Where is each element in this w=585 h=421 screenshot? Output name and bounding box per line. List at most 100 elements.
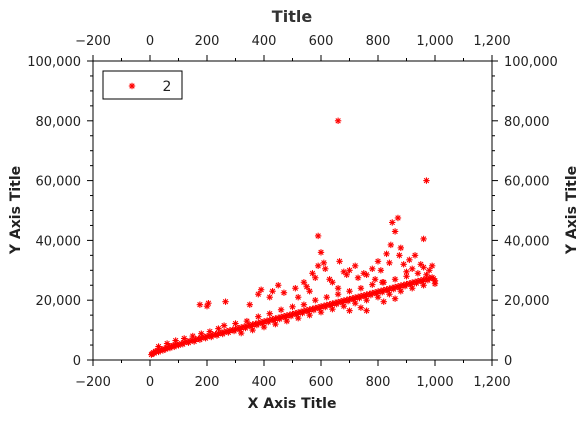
data-point (397, 244, 404, 252)
x-tick-label-top: 400 (252, 34, 277, 49)
data-point (431, 280, 439, 287)
data-point (196, 301, 204, 308)
data-point (266, 310, 273, 317)
x-tick-label-top: 200 (195, 34, 220, 49)
data-point (374, 294, 382, 301)
data-point (255, 313, 262, 320)
x-tick-label-top: 800 (366, 34, 391, 49)
data-point (292, 285, 299, 292)
x-tick-label-bottom: 200 (195, 375, 220, 390)
data-point (172, 337, 179, 344)
y-tick-label-left: 60,000 (36, 175, 82, 190)
data-point (260, 323, 268, 331)
data-point (336, 258, 343, 265)
data-point (277, 306, 285, 313)
data-point (280, 289, 288, 296)
data-point (317, 308, 325, 316)
x-tick-label-bottom: 600 (309, 375, 334, 390)
data-point (300, 301, 308, 308)
data-point (423, 271, 430, 278)
data-point (215, 325, 222, 332)
data-point (329, 305, 336, 313)
axis-tick-labels: −200−200002002004004006006008008001,0001… (27, 34, 558, 390)
data-point (312, 297, 319, 304)
data-point (420, 235, 427, 243)
data-point (428, 262, 436, 270)
data-point (163, 340, 171, 347)
legend-entry-label: 2 (163, 79, 172, 95)
data-point (346, 267, 353, 274)
data-point (205, 299, 212, 307)
data-point (255, 291, 262, 298)
data-point (391, 276, 399, 283)
legend-box (102, 70, 183, 100)
data-point (189, 332, 196, 340)
data-point (417, 261, 424, 268)
data-point (363, 271, 370, 278)
data-point (198, 330, 205, 337)
y-tick-label-left: 40,000 (36, 234, 82, 249)
data-point (363, 297, 370, 304)
data-point (409, 265, 416, 273)
y-tick-label-right: 40,000 (504, 234, 550, 249)
data-point (386, 291, 393, 298)
data-point (414, 270, 422, 277)
x-tick-label-top: 600 (309, 34, 334, 49)
data-point (352, 299, 359, 307)
data-point (243, 317, 251, 325)
y-axis-title-left: Y Axis Title (8, 166, 24, 255)
y-tick-label-left: 0 (73, 354, 81, 369)
data-point (369, 281, 376, 288)
data-point (295, 309, 302, 316)
data-point (155, 343, 162, 350)
data-point (206, 328, 214, 335)
data-point (387, 241, 395, 249)
data-point (181, 335, 188, 342)
data-point (354, 274, 362, 281)
x-tick-label-bottom: 1,200 (473, 375, 510, 390)
data-point (246, 301, 253, 308)
y-axis-title-right: Y Axis Title (564, 166, 580, 255)
data-point (295, 294, 302, 301)
data-point (334, 117, 342, 124)
data-point (357, 285, 365, 292)
data-point (420, 282, 427, 289)
data-point (383, 250, 390, 258)
data-point (334, 291, 342, 298)
data-point (400, 261, 407, 268)
axis-ticks (87, 55, 498, 366)
data-point (377, 267, 385, 274)
data-point (352, 262, 359, 270)
data-point (403, 268, 410, 275)
data-point (379, 279, 386, 286)
data-point (363, 307, 370, 314)
data-point (238, 329, 245, 337)
x-tick-label-bottom: 0 (146, 375, 154, 390)
x-tick-label-top: −200 (75, 34, 111, 49)
data-point (323, 294, 330, 301)
y-tick-label-right: 100,000 (504, 55, 558, 70)
data-point (346, 307, 353, 314)
data-point (317, 249, 325, 256)
chart-title: Title (272, 7, 313, 26)
data-point (426, 267, 433, 274)
data-point (249, 326, 256, 334)
data-point (320, 259, 328, 267)
data-point (423, 177, 430, 184)
data-point (272, 320, 279, 328)
data-point (391, 228, 399, 235)
y-tick-label-left: 20,000 (36, 294, 82, 309)
data-point (306, 288, 313, 295)
data-point (266, 294, 273, 301)
data-point (386, 259, 393, 267)
data-point (326, 276, 333, 283)
x-tick-label-bottom: 400 (252, 375, 277, 390)
x-tick-label-top: 1,200 (473, 34, 510, 49)
x-tick-label-bottom: −200 (75, 375, 111, 390)
data-point (309, 270, 316, 277)
data-point (303, 283, 310, 290)
y-tick-label-right: 80,000 (504, 115, 550, 130)
data-point (374, 258, 382, 265)
data-point (409, 285, 416, 292)
